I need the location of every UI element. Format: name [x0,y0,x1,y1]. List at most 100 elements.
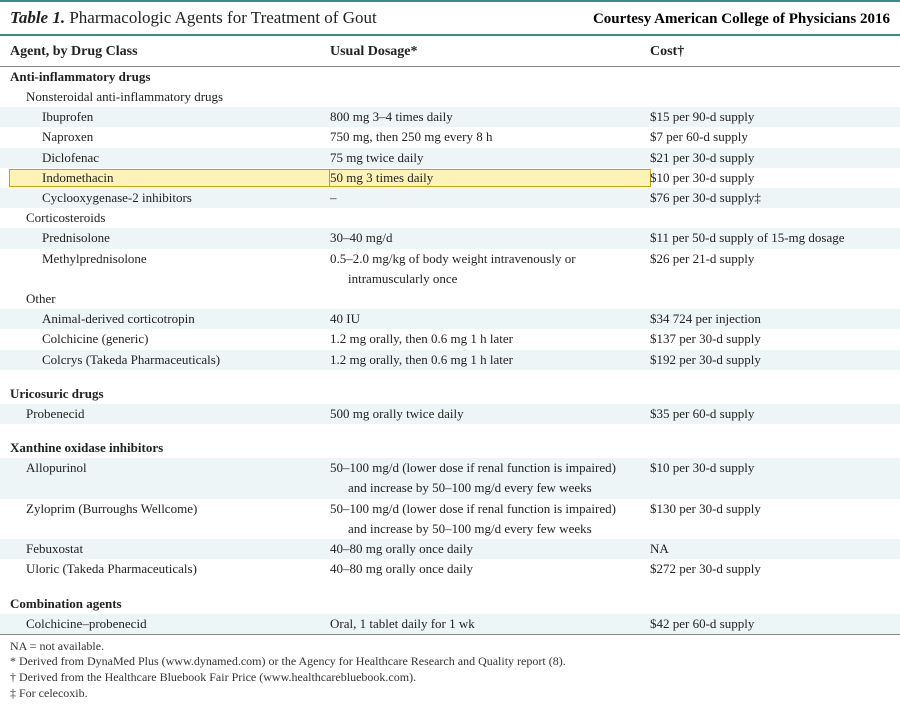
agent-label: Methylprednisolone [10,251,147,266]
agent-label: Ibuprofen [10,109,93,124]
dosage-label: 40–80 mg orally once daily [330,541,473,556]
dosage-label: 50 mg 3 times daily [330,170,433,185]
agent-label: Febuxostat [10,541,83,556]
cell-dosage: 0.5–2.0 mg/kg of body weight intravenous… [330,251,650,267]
footnote-line: * Derived from DynaMed Plus (www.dynamed… [10,654,890,670]
table-row: Animal-derived corticotropin40 IU$34 724… [0,309,900,329]
table-row: Xanthine oxidase inhibitors [0,438,900,458]
agent-label: Nonsteroidal anti-inflammatory drugs [10,89,223,104]
agent-label: Xanthine oxidase inhibitors [10,440,163,455]
cell-cost: $130 per 30-d supply [650,501,890,517]
cell-dosage: 50–100 mg/d (lower dose if renal functio… [330,460,650,476]
cell-cost: $21 per 30-d supply [650,150,890,166]
table-row: and increase by 50–100 mg/d every few we… [0,519,900,539]
header-cost: Cost† [650,44,890,60]
cell-agent: Probenecid [10,406,330,422]
agent-label: Uricosuric drugs [10,386,104,401]
cell-cost: $137 per 30-d supply [650,331,890,347]
agent-label: Prednisolone [10,230,110,245]
table-row: Methylprednisolone 0.5–2.0 mg/kg of body … [0,249,900,269]
cell-dosage: 1.2 mg orally, then 0.6 mg 1 h later [330,352,650,368]
agent-label: Combination agents [10,596,122,611]
table-row [0,370,900,384]
cell-agent [10,271,330,287]
cell-agent [10,521,330,537]
dosage-label: – [330,190,337,205]
footnote-line: † Derived from the Healthcare Bluebook F… [10,670,890,686]
header-dosage: Usual Dosage* [330,44,650,60]
agent-label [10,521,26,536]
dosage-label: 50–100 mg/d (lower dose if renal functio… [330,460,616,475]
agent-label: Allopurinol [10,460,87,475]
table-row: Prednisolone 30–40 mg/d $11 per 50-d suppl… [0,228,900,248]
table-row: Colchicine–probenecid Oral, 1 tablet dail… [0,614,900,634]
table-row: Combination agents [0,594,900,614]
cell-dosage: 50 mg 3 times daily [330,170,650,186]
footnotes: NA = not available.* Derived from DynaMe… [0,634,900,709]
cell-agent: Cyclooxygenase-2 inhibitors [10,190,330,206]
cell-dosage: Oral, 1 tablet daily for 1 wk [330,616,650,632]
table-row: Nonsteroidal anti-inflammatory drugs [0,87,900,107]
agent-label: Probenecid [10,406,84,421]
dosage-label: 30–40 mg/d [330,230,392,245]
table-row: Zyloprim (Burroughs Wellcome)50–100 mg/d… [0,499,900,519]
cell-dosage: 800 mg 3–4 times daily [330,109,650,125]
agent-label: Corticosteroids [10,210,105,225]
cell-agent: Colchicine–probenecid [10,616,330,632]
cell-dosage: 30–40 mg/d [330,230,650,246]
cell-agent: Uricosuric drugs [10,386,330,402]
cell-cost: $35 per 60-d supply [650,406,890,422]
title-row: Table 1. Pharmacologic Agents for Treatm… [0,2,900,36]
table-row: Naproxen 750 mg, then 250 mg every 8 h$7 … [0,127,900,147]
table-row [0,424,900,438]
cell-agent: Indomethacin [10,170,330,186]
cell-cost: $10 per 30-d supply [650,460,890,476]
table-row: intramuscularly once [0,269,900,289]
table-row: Probenecid 500 mg orally twice daily $35 p… [0,404,900,424]
cell-cost: $7 per 60-d supply [650,129,890,145]
cell-dosage: 50–100 mg/d (lower dose if renal functio… [330,501,650,517]
cell-cost: NA [650,541,890,557]
dosage-label: 500 mg orally twice daily [330,406,464,421]
cell-agent: Colcrys (Takeda Pharmaceuticals) [10,352,330,368]
cell-cost: $272 per 30-d supply [650,561,890,577]
cell-cost: $34 724 per injection [650,311,890,327]
cell-agent [10,480,330,496]
cell-agent: Zyloprim (Burroughs Wellcome) [10,501,330,517]
agent-label: Colchicine–probenecid [10,616,147,631]
dosage-label: 40–80 mg orally once daily [330,561,473,576]
cell-agent: Uloric (Takeda Pharmaceuticals) [10,561,330,577]
cell-agent: Allopurinol [10,460,330,476]
table-row: and increase by 50–100 mg/d every few we… [0,478,900,498]
cell-dosage: 750 mg, then 250 mg every 8 h [330,129,650,145]
dosage-label: 800 mg 3–4 times daily [330,109,453,124]
footnote-line: ‡ For celecoxib. [10,686,890,702]
cell-dosage: 40–80 mg orally once daily [330,561,650,577]
dosage-label: 75 mg twice daily [330,150,424,165]
dosage-label: intramuscularly once [330,271,457,286]
dosage-label: Oral, 1 tablet daily for 1 wk [330,616,475,631]
cell-agent: Prednisolone [10,230,330,246]
table-row: Febuxostat 40–80 mg orally once daily NA [0,539,900,559]
table-row: Anti-inflammatory drugs [0,67,900,87]
table-body: Anti-inflammatory drugs Nonsteroidal anti… [0,67,900,634]
cell-agent: Diclofenac [10,150,330,166]
footnote-line: NA = not available. [10,639,890,655]
cell-agent: Other [10,291,330,307]
table-row: Indomethacin50 mg 3 times daily$10 per 3… [0,168,900,188]
cell-agent: Febuxostat [10,541,330,557]
cell-cost: $26 per 21-d supply [650,251,890,267]
dosage-label: 50–100 mg/d (lower dose if renal functio… [330,501,616,516]
agent-label: Naproxen [10,129,93,144]
table-container: Table 1. Pharmacologic Agents for Treatm… [0,0,900,709]
title-text: Pharmacologic Agents for Treatment of Go… [65,8,377,27]
dosage-label: 1.2 mg orally, then 0.6 mg 1 h later [330,331,513,346]
agent-label: Animal-derived corticotropin [10,311,195,326]
cell-cost: $76 per 30-d supply‡ [650,190,890,206]
cell-cost: $11 per 50-d supply of 15-mg dosage [650,230,890,246]
cell-agent: Combination agents [10,596,330,612]
agent-label [10,480,26,495]
cell-agent: Ibuprofen [10,109,330,125]
cell-cost: $15 per 90-d supply [650,109,890,125]
agent-label [10,271,42,286]
